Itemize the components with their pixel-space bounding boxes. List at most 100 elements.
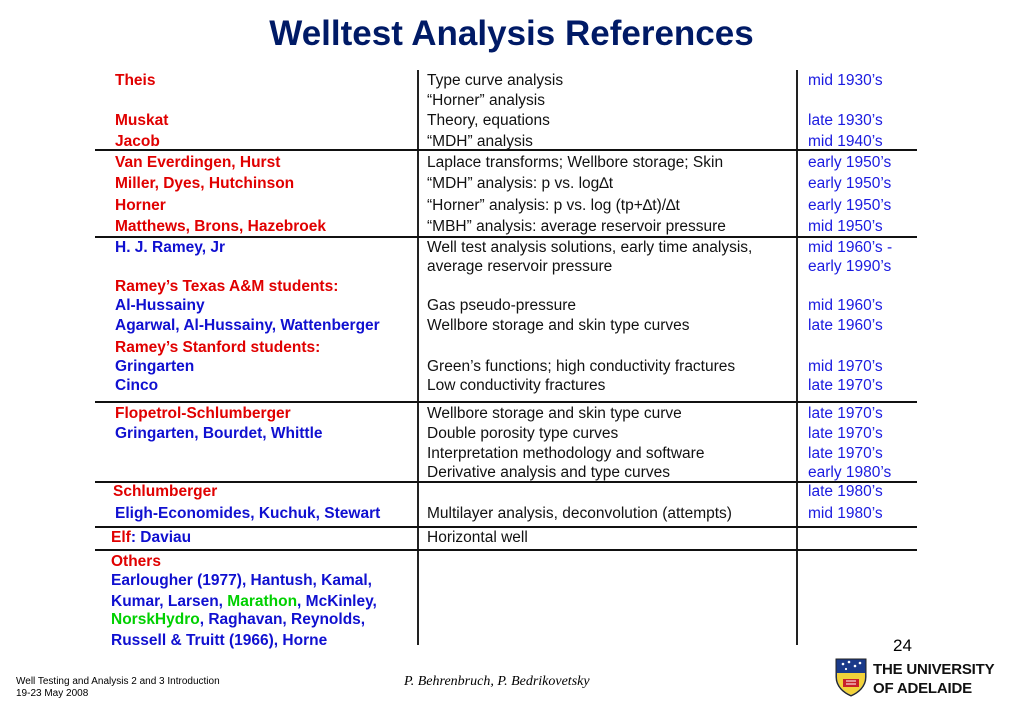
- author-text: Ramey’s Stanford students:: [115, 339, 321, 356]
- author-text: Cinco: [115, 377, 159, 394]
- table-divider-left: [417, 70, 419, 645]
- topic-cell: Well test analysis solutions, early time…: [427, 239, 753, 256]
- date-cell: early 1950’s: [808, 154, 892, 171]
- author-text: , Hantush, Kamal,: [241, 572, 372, 589]
- date-cell: late 1960’s: [808, 317, 883, 334]
- date-cell: mid 1980’s: [808, 505, 883, 522]
- author-text: Theis: [115, 72, 156, 89]
- topic-cell: Wellbore storage and skin type curve: [427, 405, 682, 422]
- topic-cell: average reservoir pressure: [427, 258, 613, 275]
- author-cell: Horner: [115, 197, 166, 215]
- author-text: Jacob: [115, 133, 160, 150]
- topic-cell: “MBH” analysis: average reservoir pressu…: [427, 218, 726, 235]
- author-cell: NorskHydro, Raghavan, Reynolds,: [111, 611, 365, 629]
- author-text: Earlougher (1977): [111, 572, 242, 589]
- author-cell: Cinco: [115, 377, 158, 395]
- table-rule: [95, 149, 917, 151]
- author-text: Ramey’s Texas A&M students:: [115, 278, 339, 295]
- topic-cell: Interpretation methodology and software: [427, 445, 705, 462]
- date-cell: late 1970’s: [808, 445, 883, 462]
- author-text: Kumar, Larsen,: [111, 593, 228, 610]
- author-text: Schlumberger: [113, 483, 218, 500]
- topic-cell: Type curve analysis: [427, 72, 564, 89]
- author-text: Muskat: [115, 112, 169, 129]
- logo-line-1: THE UNIVERSITY: [873, 661, 995, 678]
- author-text: Matthews, Brons, Hazebroek: [115, 218, 327, 235]
- author-cell: Muskat: [115, 112, 168, 130]
- author-text: Al-Hussainy: [115, 297, 205, 314]
- author-cell: Russell & Truitt (1966), Horne: [111, 632, 327, 650]
- author-cell: Miller, Dyes, Hutchinson: [115, 175, 294, 193]
- author-cell: Schlumberger: [113, 483, 217, 501]
- author-text: Van Everdingen, Hurst: [115, 154, 281, 171]
- author-cell: Earlougher (1977), Hantush, Kamal,: [111, 572, 372, 590]
- author-text: NorskHydro: [111, 611, 200, 628]
- table-rule: [95, 549, 917, 551]
- topic-cell: “Horner” analysis: p vs. log (tp+∆t)/∆t: [427, 197, 680, 214]
- author-text: Agarwal, Al-Hussainy, Wattenberger: [115, 317, 380, 334]
- date-cell: mid 1960’s -: [808, 239, 893, 256]
- author-cell: Ramey’s Texas A&M students:: [115, 278, 338, 296]
- footer-course: Well Testing and Analysis 2 and 3 Introd…: [16, 676, 220, 687]
- author-cell: Elf: Daviau: [111, 529, 191, 547]
- date-cell: late 1970’s: [808, 405, 883, 422]
- topic-cell: Theory, equations: [427, 112, 550, 129]
- author-cell: Gringarten, Bourdet, Whittle: [115, 425, 323, 443]
- author-cell: Flopetrol-Schlumberger: [115, 405, 291, 423]
- topic-cell: Multilayer analysis, deconvolution (atte…: [427, 505, 732, 522]
- author-cell: Theis: [115, 72, 155, 90]
- table-rule: [95, 401, 917, 403]
- date-cell: mid 1930’s: [808, 72, 883, 89]
- author-cell: Matthews, Brons, Hazebroek: [115, 218, 326, 236]
- topic-cell: “Horner” analysis: [427, 92, 546, 109]
- table-rule: [95, 526, 917, 528]
- author-cell: Van Everdingen, Hurst: [115, 154, 280, 172]
- author-cell: Ramey’s Stanford students:: [115, 339, 320, 357]
- author-text: H. J. Ramey, Jr: [115, 239, 225, 256]
- author-cell: Agarwal, Al-Hussainy, Wattenberger: [115, 317, 380, 335]
- logo-line-2: OF ADELAIDE: [873, 680, 972, 697]
- topic-cell: Green’s functions; high conductivity fra…: [427, 358, 736, 375]
- page-number: 24: [893, 636, 912, 655]
- author-text: Flopetrol-Schlumberger: [115, 405, 291, 422]
- date-cell: late 1980’s: [808, 483, 883, 500]
- author-text: Gringarten: [115, 358, 195, 375]
- author-cell: H. J. Ramey, Jr: [115, 239, 225, 257]
- topic-cell: Gas pseudo-pressure: [427, 297, 577, 314]
- author-text: , Raghavan, Reynolds,: [199, 611, 366, 628]
- date-cell: early 1990’s: [808, 258, 892, 275]
- author-cell: Gringarten: [115, 358, 194, 376]
- author-cell: Others: [111, 553, 161, 571]
- author-cell: Al-Hussainy: [115, 297, 205, 315]
- topic-cell: “MDH” analysis: [427, 133, 533, 150]
- date-cell: early 1950’s: [808, 197, 892, 214]
- topic-cell: Double porosity type curves: [427, 425, 619, 442]
- author-text: Gringarten, Bourdet, Whittle: [115, 425, 323, 442]
- author-cell: Jacob: [115, 133, 160, 151]
- author-text: Horner: [115, 197, 166, 214]
- author-text: Others: [111, 553, 161, 570]
- table-divider-right: [796, 70, 798, 645]
- table-rule: [95, 236, 917, 238]
- footer-left: Well Testing and Analysis 2 and 3 Introd…: [16, 676, 220, 700]
- author-text: : Daviau: [130, 529, 192, 546]
- slide-title: Welltest Analysis References: [269, 14, 754, 53]
- table-rule: [95, 481, 917, 483]
- date-cell: early 1950’s: [808, 175, 892, 192]
- author-text: Eligh-Economides, Kuchuk, Stewart: [115, 505, 381, 522]
- topic-cell: Low conductivity fractures: [427, 377, 606, 394]
- topic-cell: Derivative analysis and type curves: [427, 464, 670, 481]
- date-cell: mid 1960’s: [808, 297, 883, 314]
- date-cell: mid 1950’s: [808, 218, 883, 235]
- university-crest-icon: [834, 657, 868, 702]
- author-text: Miller, Dyes, Hutchinson: [115, 175, 295, 192]
- date-cell: late 1930’s: [808, 112, 883, 129]
- author-text: Russell & Truitt (1966), Horne: [111, 632, 328, 649]
- date-cell: early 1980’s: [808, 464, 892, 481]
- author-cell: Kumar, Larsen, Marathon, McKinley,: [111, 593, 377, 611]
- date-cell: late 1970’s: [808, 377, 883, 394]
- footer-date: 19-23 May 2008: [16, 688, 89, 699]
- author-text: , McKinley,: [297, 593, 377, 610]
- topic-cell: Laplace transforms; Wellbore storage; Sk…: [427, 154, 724, 171]
- author-cell: Eligh-Economides, Kuchuk, Stewart: [115, 505, 380, 523]
